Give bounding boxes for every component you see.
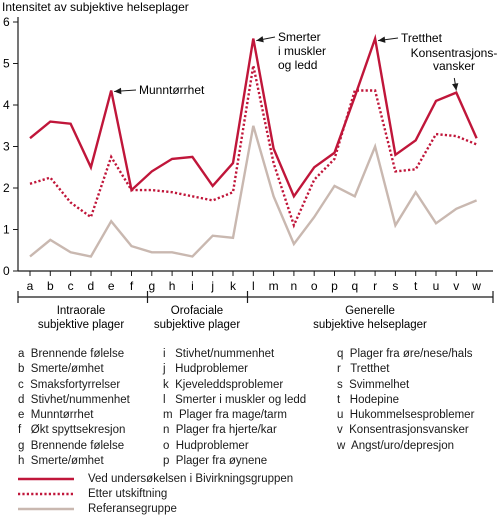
category-legend-item: l Smerter i muskler og ledd: [163, 393, 307, 406]
category-legend-item: h Smerte/ømhet: [18, 455, 104, 468]
category-legend-item: w Angst/uro/depresjon: [337, 439, 454, 452]
x-tick-label: k: [230, 279, 237, 293]
x-tick-label: j: [210, 279, 214, 293]
category-legend-item: i Stivhet/nummenhet: [163, 348, 275, 360]
x-tick-label: n: [291, 279, 298, 293]
x-tick-label: h: [169, 279, 176, 293]
category-legend-item: o Hudproblemer: [163, 439, 249, 452]
x-tick-label: e: [108, 279, 115, 293]
x-tick-label: p: [331, 279, 338, 293]
category-legend-item: t Hodepine: [337, 393, 400, 406]
x-tick-label: v: [453, 279, 459, 293]
category-legend-item: n Plager fra hjerte/kar: [163, 424, 277, 437]
legend-swatch-dotted-red: [18, 492, 74, 495]
legend-swatch-beige: [18, 507, 74, 510]
y-tick-label: 1: [3, 223, 10, 237]
category-legend-item: f Økt spyttsekresjon: [18, 424, 126, 437]
chart-title: Intensitet av subjektive helseplager: [2, 0, 189, 14]
x-tick-label: t: [414, 279, 418, 293]
x-tick-label: b: [47, 279, 54, 293]
x-tick-label: u: [433, 279, 440, 293]
category-legend-item: q Plager fra øre/nese/hals: [337, 348, 473, 360]
annotation-tretthet-arrowhead: [378, 36, 386, 43]
y-tick-label: 0: [3, 264, 10, 278]
y-tick-label: 4: [3, 98, 10, 112]
y-tick-label: 6: [3, 15, 10, 29]
group-label: subjektive plager: [38, 319, 124, 331]
series-legend-label-1: Ved undersøkelsen i Bivirkningsgruppen: [88, 472, 294, 485]
annotation-smerter: i muskler: [278, 44, 326, 58]
group-label: Generelle: [345, 305, 395, 317]
category-legend-col3: q Plager fra øre/nese/hals r Tretthet s Sv…: [337, 347, 474, 454]
category-legend-item: j Hudproblemer: [163, 363, 249, 376]
category-legend-item: u Hukommelsesproblemer: [337, 409, 475, 422]
category-legend-item: v Konsentrasjonsvansker: [337, 424, 469, 437]
category-legend-item: e Munntørrhet: [18, 409, 94, 422]
series-legend-item-1: Ved undersøkelsen i Bivirkningsgruppen: [18, 471, 293, 486]
category-legend-item: s Svimmelhet: [337, 378, 410, 391]
series-legend-label-2: Etter utskiftning: [88, 487, 168, 500]
group-label: Orofaciale: [171, 305, 223, 317]
x-tick-label: c: [68, 279, 74, 293]
x-tick-label: i: [191, 279, 194, 293]
legend-swatch-solid-red: [18, 477, 74, 480]
annotation-konsentrasjon-arrowhead: [452, 83, 459, 91]
group-label: subjektive helseplager: [313, 319, 427, 331]
y-tick-label: 3: [3, 140, 10, 154]
series-line-2: [29, 65, 478, 229]
x-tick-label: a: [27, 279, 34, 293]
x-tick-label: d: [88, 279, 95, 293]
category-legend-item: r Tretthet: [337, 363, 390, 376]
line-chart: Intensitet av subjektive helseplager 0 1 2 3…: [2, 0, 498, 331]
annotation-smerter: Smerter: [278, 30, 321, 44]
annotation-munntorrhet: Munntørrhet: [139, 83, 205, 97]
x-tick-label: w: [471, 279, 481, 293]
annotation-smerter: og ledd: [278, 58, 317, 72]
y-tick-label: 2: [3, 181, 10, 195]
category-legend-col1: a Brennende følelse b Smerte/ømhet c Smaks…: [18, 347, 130, 469]
x-tick-label: s: [392, 279, 398, 293]
category-legend-col2: i Stivhet/nummenhet j Hudproblemer k Kjeve…: [163, 347, 306, 469]
y-tick-label: 5: [3, 57, 10, 71]
x-tick-label: r: [373, 279, 377, 293]
x-tick-label: g: [148, 279, 155, 293]
annotation-konsentrasjon: vansker: [433, 59, 475, 73]
category-legend-item: d Stivhet/nummenhet: [18, 393, 130, 406]
category-legend-item: b Smerte/ømhet: [18, 363, 104, 376]
x-tick-label: f: [130, 279, 134, 293]
series-legend-label-3: Referansegruppe: [88, 502, 177, 515]
series-line-3: [29, 125, 478, 258]
series-legend-item-2: Etter utskiftning: [18, 486, 293, 501]
group-label: subjektive plager: [154, 319, 240, 331]
x-tick-label: m: [269, 279, 279, 293]
annotation-smerter-arrowhead: [256, 36, 264, 43]
annotation-munntorrhet-arrowhead: [114, 87, 122, 95]
x-tick-label: q: [351, 279, 358, 293]
series-legend-item-3: Referansegruppe: [18, 501, 293, 516]
series-line-1: [29, 33, 478, 199]
x-tick-label: o: [311, 279, 318, 293]
category-legend-item: c Smaksfortyrrelser: [18, 378, 121, 391]
annotation-konsentrasjon: Konsentrasjons-: [411, 46, 498, 60]
category-legend-item: g Brennende følelse: [18, 439, 125, 452]
category-legend-item: k Kjeveleddsproblemer: [163, 378, 284, 391]
category-legend-item: a Brennende følelse: [18, 348, 125, 360]
x-tick-label: l: [252, 279, 255, 293]
category-legend-item: p Plager fra øynene: [163, 455, 268, 468]
annotation-tretthet: Tretthet: [401, 31, 443, 45]
group-label: Intraorale: [57, 305, 106, 317]
series-legend: Ved undersøkelsen i Bivirkningsgruppen E…: [18, 471, 293, 516]
category-legend-item: m Plager fra mage/tarm: [163, 409, 287, 422]
